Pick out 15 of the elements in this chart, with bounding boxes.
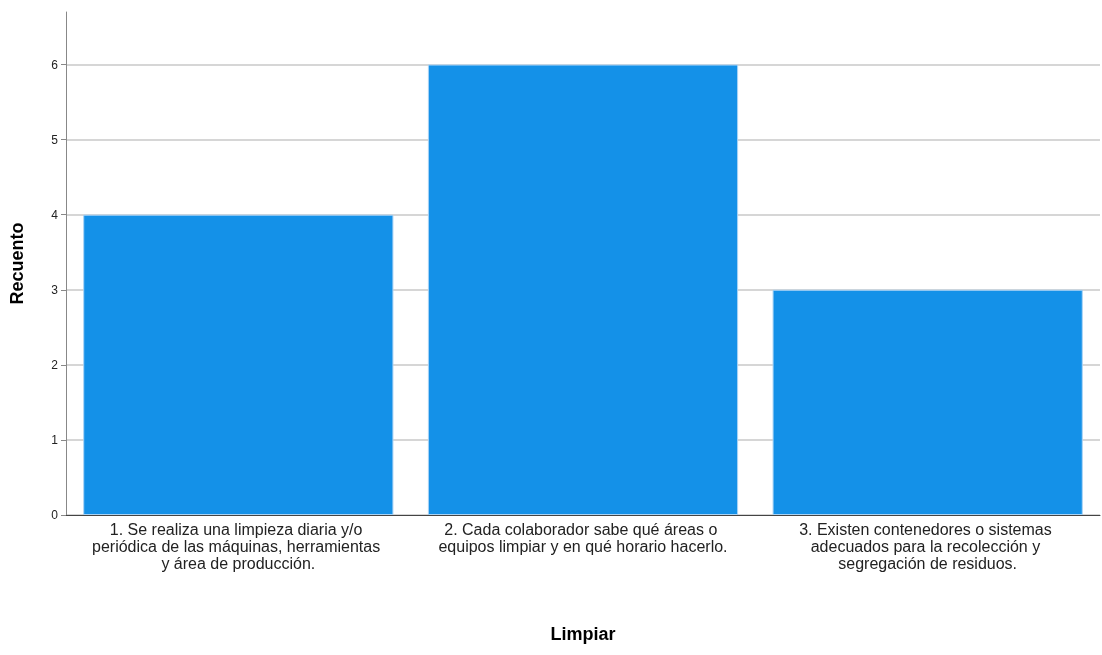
y-tick-label: 0 <box>51 508 59 522</box>
y-axis-title: Recuento <box>7 222 27 305</box>
y-tick-label: 2 <box>51 357 59 372</box>
x-tick-label: 1. Se realiza una limpieza diaria y/o periódica de las máquinas, herramientas y área de producción. <box>92 521 385 572</box>
bar <box>772 289 1083 515</box>
y-tick-label: 4 <box>51 207 59 222</box>
x-tick-label: 2. Cada colaborador sabe qué áreas o equipos limpiar y en qué horario hacerlo. <box>438 521 728 555</box>
bar <box>427 64 739 515</box>
y-tick-label: 5 <box>51 132 59 147</box>
y-tick-label: 3 <box>51 282 59 297</box>
x-tick-label: 3. Existen contenedores o sistemas adecuados para la recolección y segregación de residuos. <box>799 521 1057 572</box>
bar <box>83 214 394 515</box>
x-axis-title: Limpiar <box>550 624 616 644</box>
y-tick-label: 6 <box>51 57 59 72</box>
y-tick-label: 1 <box>51 432 59 447</box>
